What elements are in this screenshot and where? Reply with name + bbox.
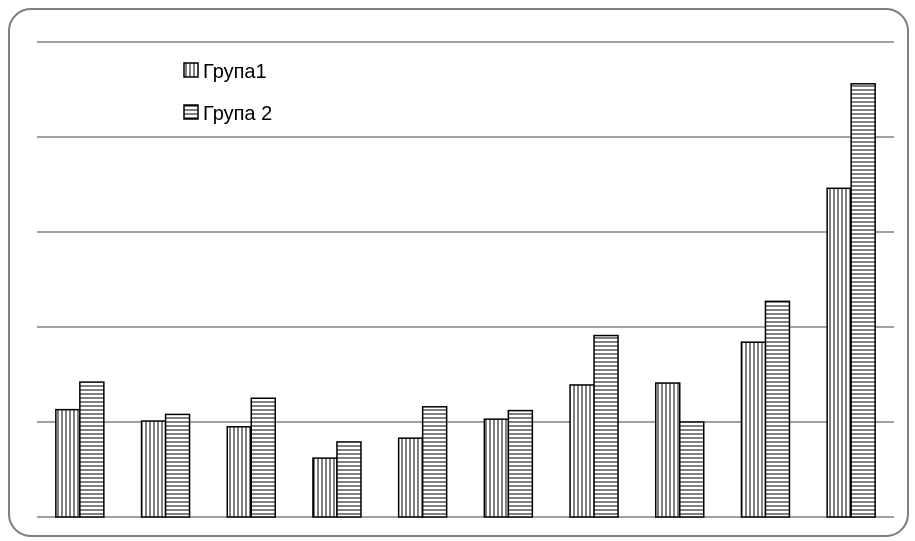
legend-swatch-series-2 — [184, 105, 198, 119]
bar-series-1-category-9 — [741, 342, 765, 517]
bar-series-2-category-1 — [80, 382, 104, 517]
bar-series-1-category-5 — [399, 438, 423, 517]
bar-series-2-category-10 — [851, 84, 875, 517]
bar-series-2-category-9 — [765, 301, 789, 517]
legend-label-series-2: Група 2 — [203, 103, 272, 125]
legend-swatch-series-1 — [184, 63, 198, 77]
bar-series-1-category-7 — [570, 385, 594, 517]
bar-series-2-category-8 — [680, 422, 704, 517]
bar-series-2-category-3 — [251, 398, 275, 517]
legend-label-series-1: Група1 — [203, 61, 267, 83]
bar-series-1-category-1 — [56, 410, 80, 517]
bar-series-1-category-6 — [484, 419, 508, 517]
bar-series-1-category-4 — [313, 458, 337, 517]
bar-series-1-category-10 — [827, 188, 851, 517]
bar-series-2-category-4 — [337, 442, 361, 517]
bar-series-2-category-2 — [166, 414, 190, 517]
bar-series-1-category-3 — [227, 427, 251, 517]
bar-series-1-category-2 — [142, 421, 166, 517]
bar-series-1-category-8 — [656, 383, 680, 517]
bar-series-2-category-5 — [423, 407, 447, 517]
bar-series-2-category-6 — [508, 411, 532, 517]
bar-series-2-category-7 — [594, 336, 618, 517]
